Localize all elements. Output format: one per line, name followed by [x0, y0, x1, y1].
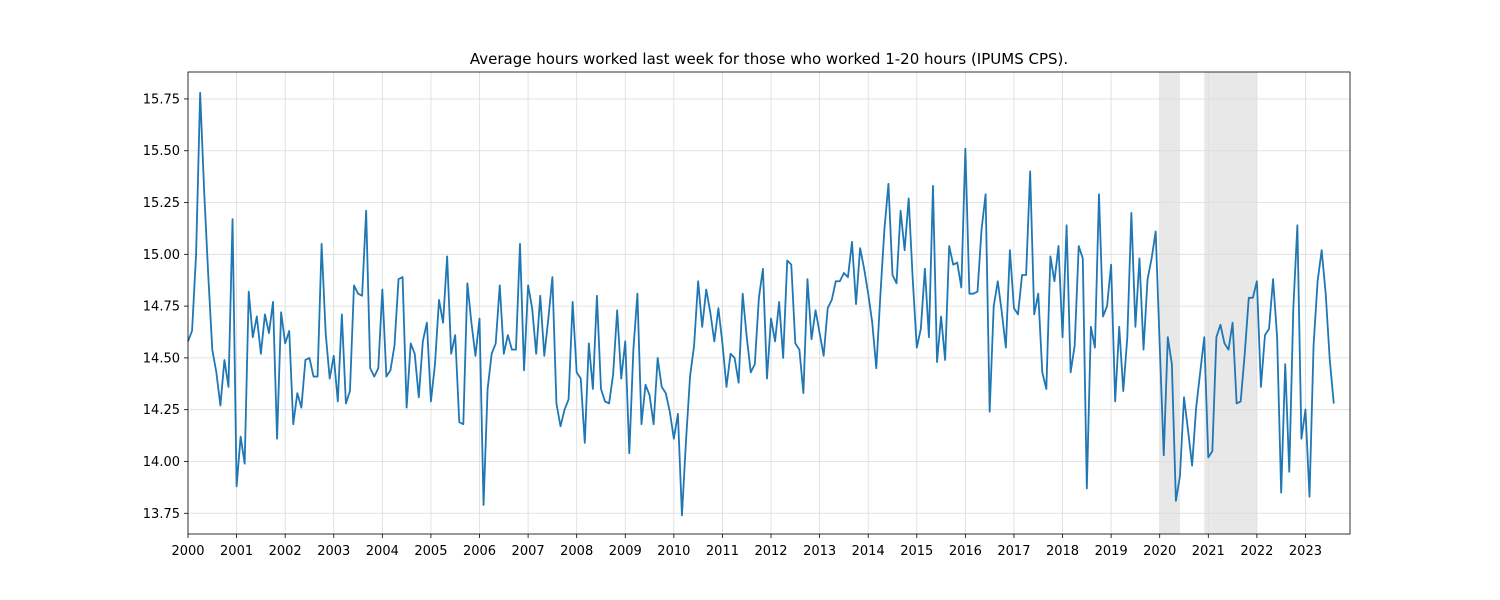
x-tick-label: 2003 — [317, 544, 350, 559]
y-tick-label: 13.75 — [143, 507, 180, 522]
x-tick-label: 2020 — [1143, 544, 1176, 559]
x-tick-label: 2004 — [366, 544, 399, 559]
shaded-period-0 — [1159, 72, 1180, 534]
y-tick-label: 14.25 — [143, 403, 180, 418]
series-layer — [187, 91, 1335, 517]
y-tick-label: 15.50 — [143, 144, 180, 159]
x-tick-label: 2018 — [1046, 544, 1079, 559]
y-tick-label: 15.75 — [143, 92, 180, 107]
plot-frame — [187, 71, 1351, 535]
x-tick-label: 2023 — [1289, 544, 1322, 559]
y-tick-label: 14.75 — [143, 300, 180, 315]
x-tick-label: 2008 — [560, 544, 593, 559]
x-tick-label: 2021 — [1192, 544, 1225, 559]
x-tick-label: 2011 — [706, 544, 739, 559]
chart-title: Average hours worked last week for those… — [470, 50, 1068, 68]
x-tick-label: 2007 — [512, 544, 545, 559]
x-tick-label: 2015 — [900, 544, 933, 559]
x-tick-label: 2000 — [171, 544, 204, 559]
y-tick-label: 14.00 — [143, 455, 180, 470]
x-tick-label: 2006 — [463, 544, 496, 559]
x-tick-label: 2002 — [269, 544, 302, 559]
y-tick-label: 15.00 — [143, 248, 180, 263]
series-line-0 — [187, 91, 1335, 517]
y-axis: 13.75 14.00 14.25 14.50 14.75 15.00 15.25 15.50… — [143, 92, 188, 522]
y-tick-label: 15.25 — [143, 196, 180, 211]
x-tick-label: 2019 — [1095, 544, 1128, 559]
x-tick-label: 2009 — [609, 544, 642, 559]
x-tick-label: 2005 — [414, 544, 447, 559]
x-tick-label: 2017 — [997, 544, 1030, 559]
x-tick-label: 2016 — [949, 544, 982, 559]
x-tick-label: 2012 — [754, 544, 787, 559]
x-tick-label: 2001 — [220, 544, 253, 559]
y-tick-label: 14.50 — [143, 351, 180, 366]
x-axis: 2000 2001 2002 2003 2004 2005 2006 2007 2008 2009… — [171, 534, 1322, 559]
x-tick-label: 2022 — [1240, 544, 1273, 559]
x-tick-label: 2010 — [657, 544, 690, 559]
x-tick-label: 2014 — [852, 544, 885, 559]
x-tick-label: 2013 — [803, 544, 836, 559]
